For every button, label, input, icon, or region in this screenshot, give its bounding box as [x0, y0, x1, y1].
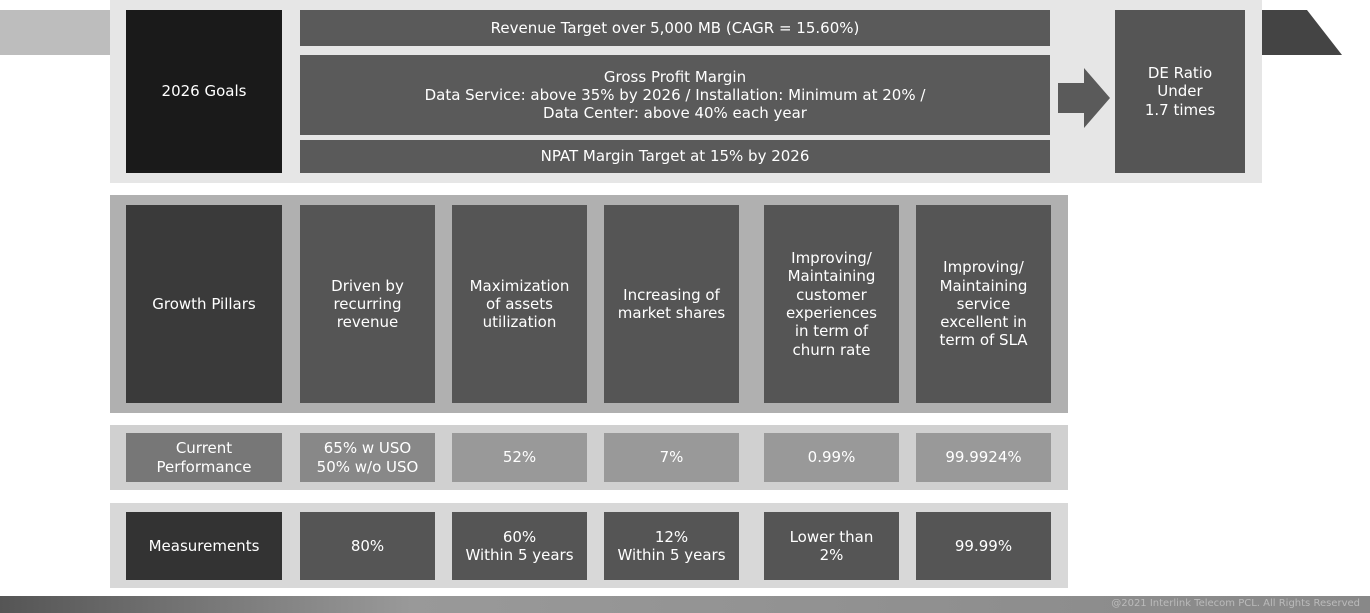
measurements-label: Measurements — [126, 512, 282, 580]
pillars-label: Growth Pillars — [126, 205, 282, 403]
decoration — [1262, 10, 1342, 55]
npat-goal: NPAT Margin Target at 15% by 2026 — [300, 140, 1050, 173]
de-ratio: DE Ratio Under 1.7 times — [1115, 10, 1245, 173]
measurements-item: 60% Within 5 years — [452, 512, 587, 580]
copyright: @2021 Interlink Telecom PCL. All Rights … — [1111, 598, 1360, 610]
measurements-item: Lower than 2% — [764, 512, 899, 580]
footer-band — [0, 596, 1370, 613]
measurements-item: 12% Within 5 years — [604, 512, 739, 580]
pillars-item: Increasing of market shares — [604, 205, 739, 403]
pillars-item: Improving/ Maintaining customer experien… — [764, 205, 899, 403]
pillars-item: Driven by recurring revenue — [300, 205, 435, 403]
pillars-item: Maximization of assets utilization — [452, 205, 587, 403]
performance-item: 65% w USO 50% w/o USO — [300, 433, 435, 482]
left-band — [0, 10, 110, 55]
revenue-goal: Revenue Target over 5,000 MB (CAGR = 15.… — [300, 10, 1050, 46]
performance-item: 52% — [452, 433, 587, 482]
performance-item: 0.99% — [764, 433, 899, 482]
measurements-item: 80% — [300, 512, 435, 580]
arrow — [1058, 68, 1110, 128]
gross-profit-goal: Gross Profit Margin Data Service: above … — [300, 55, 1050, 135]
goals-label: 2026 Goals — [126, 10, 282, 173]
pillars-item: Improving/ Maintaining service excellent… — [916, 205, 1051, 403]
performance-label: Current Performance — [126, 433, 282, 482]
performance-item: 99.9924% — [916, 433, 1051, 482]
measurements-item: 99.99% — [916, 512, 1051, 580]
performance-item: 7% — [604, 433, 739, 482]
